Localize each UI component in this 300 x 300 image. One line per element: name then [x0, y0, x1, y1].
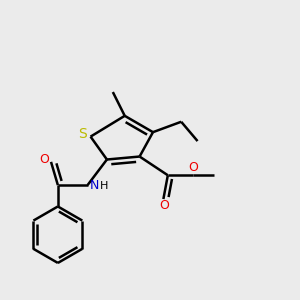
- Text: O: O: [40, 153, 50, 166]
- Text: S: S: [78, 127, 87, 141]
- Text: H: H: [100, 181, 109, 191]
- Text: O: O: [159, 199, 169, 212]
- Text: N: N: [89, 179, 99, 192]
- Text: O: O: [188, 161, 198, 174]
